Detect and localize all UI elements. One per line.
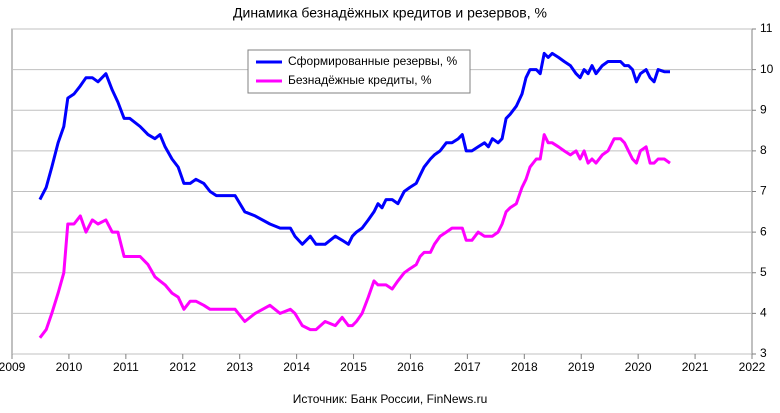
series-line xyxy=(38,133,671,339)
source: Источник: Банк России, FinNews.ru xyxy=(293,392,488,406)
x-tick-label: 2016 xyxy=(397,360,424,374)
x-tick-label: 2020 xyxy=(625,360,652,374)
y-tick-label: 7 xyxy=(760,184,767,198)
x-tick-label: 2010 xyxy=(56,360,83,374)
chart-title: Динамика безнадёжных кредитов и резервов… xyxy=(233,5,547,21)
y-tick-label: 11 xyxy=(760,21,773,35)
series-line xyxy=(38,51,670,246)
x-tick-label: 2013 xyxy=(226,360,253,374)
x-tick-label: 2015 xyxy=(340,360,367,374)
x-tick-label: 2014 xyxy=(283,360,310,374)
legend-label: Сформированные резервы, % xyxy=(288,54,457,68)
x-tick-label: 2017 xyxy=(454,360,481,374)
y-tick-label: 10 xyxy=(760,62,774,76)
x-tick-label: 2018 xyxy=(511,360,538,374)
legend-label: Безнадёжные кредиты, % xyxy=(288,73,432,87)
x-tick-label: 2009 xyxy=(0,360,26,374)
legend-box xyxy=(247,49,471,94)
x-tick-label: 2012 xyxy=(169,360,196,374)
y-tick-label: 5 xyxy=(760,265,767,279)
y-tick-label: 4 xyxy=(760,306,767,320)
y-tick-label: 8 xyxy=(760,143,767,157)
x-tick-label: 2019 xyxy=(568,360,595,374)
y-tick-label: 3 xyxy=(760,346,767,360)
x-tick-label: 2022 xyxy=(739,360,766,374)
y-tick-label: 9 xyxy=(760,102,767,116)
x-tick-label: 2021 xyxy=(682,360,709,374)
x-tick-label: 2011 xyxy=(113,360,139,374)
y-tick-label: 6 xyxy=(760,224,767,238)
